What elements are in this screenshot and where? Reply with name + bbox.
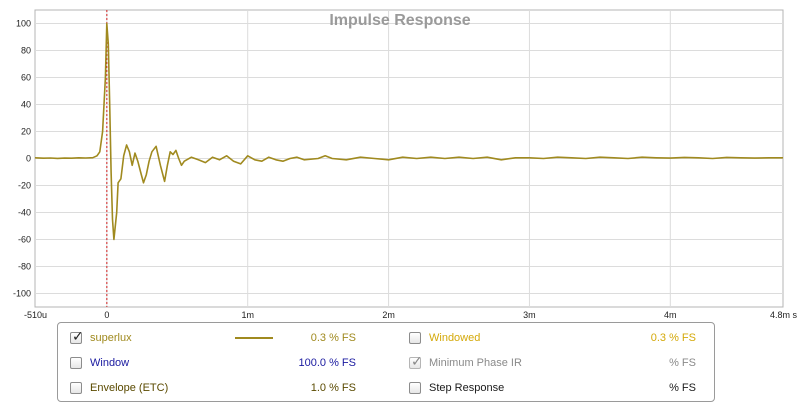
envelope-etc-label: Envelope (ETC) <box>90 382 169 394</box>
y-tick-label: 60 <box>21 73 31 83</box>
y-tick-label: 40 <box>21 100 31 110</box>
window-checkbox[interactable] <box>70 357 82 369</box>
x-tick-label: 0 <box>104 310 109 320</box>
envelope-etc-checkbox[interactable] <box>70 382 82 394</box>
x-tick-label: 4m <box>664 310 677 320</box>
checkmark-icon: ✓ <box>72 328 84 344</box>
y-tick-label: -20 <box>18 181 31 191</box>
windowed-label: Windowed <box>429 332 481 344</box>
y-tick-label: 100 <box>16 19 31 29</box>
checkmark-icon: ✓ <box>411 353 423 369</box>
window-value: 100.0 % FS <box>298 357 356 369</box>
legend-row: ✓ superlux 0.3 % FS Windowed 0.3 % FS <box>58 327 714 349</box>
y-tick-label: 20 <box>21 127 31 137</box>
y-tick-label: -100 <box>13 289 31 299</box>
envelope-etc-value: 1.0 % FS <box>310 382 356 394</box>
y-tick-label: -80 <box>18 262 31 272</box>
minimum-phase-ir-label: Minimum Phase IR <box>429 357 522 369</box>
legend-row: Window 100.0 % FS ✓ Minimum Phase IR % F… <box>58 352 714 374</box>
windowed-checkbox[interactable] <box>409 332 421 344</box>
series-line-superlux <box>34 22 783 241</box>
y-tick-label: -40 <box>18 208 31 218</box>
x-tick-label: -510u <box>24 310 47 320</box>
legend-row: Envelope (ETC) 1.0 % FS Step Response % … <box>58 377 714 399</box>
windowed-value: 0.3 % FS <box>650 332 696 344</box>
superlux-line-swatch[interactable] <box>235 337 273 339</box>
y-tick-label: -60 <box>18 235 31 245</box>
chart-title: Impulse Response <box>329 12 470 29</box>
minimum-phase-ir-value: % FS <box>669 357 696 369</box>
window-label: Window <box>90 357 130 369</box>
x-tick-label: 4.8m s <box>770 310 798 320</box>
step-response-label: Step Response <box>429 382 505 394</box>
y-tick-label: 0 <box>26 154 31 164</box>
legend-panel: ✓ superlux 0.3 % FS Windowed 0.3 % FS Wi… <box>57 322 715 402</box>
superlux-checkbox[interactable]: ✓ <box>70 328 84 344</box>
x-tick-label: 1m <box>241 310 254 320</box>
x-tick-label: 2m <box>382 310 395 320</box>
y-tick-labels: 100 80 60 40 20 0 -20 -40 -60 -80 -100 <box>13 19 31 299</box>
y-tick-label: 80 <box>21 46 31 56</box>
superlux-label: superlux <box>90 332 132 344</box>
x-tick-label: 3m <box>523 310 536 320</box>
step-response-value: % FS <box>669 382 696 394</box>
impulse-response-chart: 100 80 60 40 20 0 -20 -40 -60 -80 -100 -510u 0 1m 2m 3… <box>13 9 797 320</box>
superlux-value: 0.3 % FS <box>310 332 356 344</box>
series-layer <box>34 22 783 241</box>
step-response-checkbox[interactable] <box>409 382 421 394</box>
x-tick-labels: -510u 0 1m 2m 3m 4m 4.8m s <box>24 310 797 320</box>
minimum-phase-ir-checkbox[interactable]: ✓ <box>409 353 423 369</box>
